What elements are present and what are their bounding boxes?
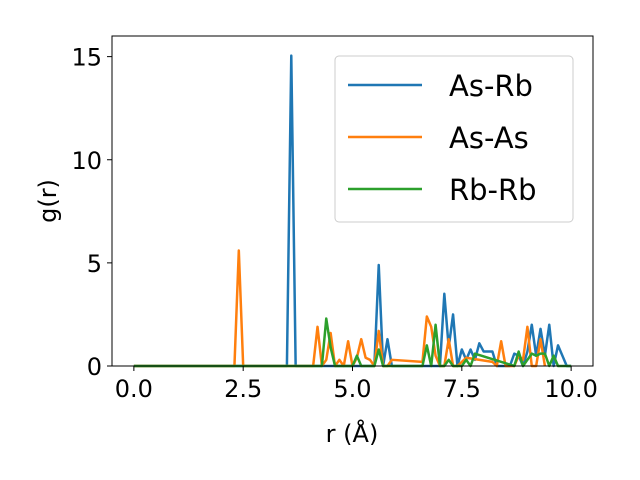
x-tick-label: 0.0 <box>115 375 153 403</box>
x-tick-label: 2.5 <box>224 375 262 403</box>
legend-label-rb-rb: Rb-Rb <box>449 173 537 207</box>
x-tick-label: 7.5 <box>443 375 481 403</box>
y-tick-label: 0 <box>87 353 102 381</box>
y-tick-label: 10 <box>71 147 102 175</box>
legend-label-as-rb: As-Rb <box>449 69 533 103</box>
legend: As-Rb As-As Rb-Rb <box>334 55 574 223</box>
legend-label-as-as: As-As <box>449 121 529 155</box>
y-axis-label: g(r) <box>34 179 62 223</box>
series-line-as-rb <box>133 54 572 368</box>
y-axis-ticks: 0 5 10 15 <box>71 44 112 381</box>
legend-box <box>334 55 574 223</box>
x-axis-ticks: 0.0 2.5 5.0 7.5 10.0 <box>115 366 598 403</box>
x-tick-label: 5.0 <box>333 375 371 403</box>
x-tick-label: 10.0 <box>544 375 597 403</box>
series-line-rb-rb <box>133 317 572 368</box>
y-tick-label: 15 <box>71 44 102 72</box>
y-tick-label: 5 <box>87 250 102 278</box>
x-axis-label: r (Å) <box>326 419 379 448</box>
